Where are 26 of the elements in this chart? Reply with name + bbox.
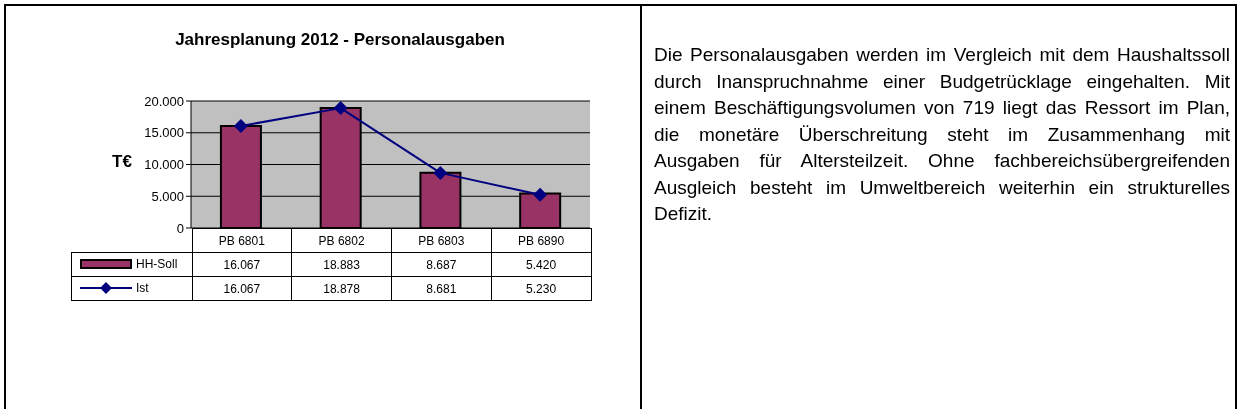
data-label: 16.067 [192, 276, 292, 301]
data-label: 8.687 [391, 252, 492, 277]
y-tick-label: 0 [176, 220, 184, 236]
text: Die Personalausgaben werden im Vergleich mit dem Haushaltssoll durch Inanspruchnahme einer Budgetrücklage eingehalten. Mit einem Beschäftigungsvolumen von 719 liegt das Ressort im Plan, die monetäre Überschreitung steht im Zusammenhang mit Ausgaben für Altersteilzeit. Ohne fachbereichsübergreifenden Ausgleich besteht im Umweltbereich weiterhin ein strukturelles Defizit. [654, 43, 1230, 226]
data-label: 5.420 [491, 252, 591, 277]
y-tick-label: 15.000 [144, 125, 184, 141]
data-label: 18.883 [291, 252, 392, 277]
data-label: 16.067 [192, 252, 292, 277]
point [533, 187, 548, 202]
y-tick-label: 20.000 [144, 93, 184, 109]
x-tick-label: PB 6801 [192, 228, 292, 253]
x-tick-label: PB 6890 [491, 228, 591, 253]
y-axis-title: T€ [112, 152, 132, 172]
legend-label: Ist [135, 280, 149, 295]
point [433, 165, 448, 180]
legend-label: HH-Soll [135, 257, 178, 271]
y-tick-label: 5.000 [151, 188, 184, 204]
y-tick-label: 10.000 [144, 157, 184, 173]
x-tick-label: PB 6802 [291, 228, 392, 253]
point [233, 118, 248, 133]
data-label: 5.230 [491, 276, 591, 301]
point [333, 101, 348, 116]
data-label: 18.878 [291, 276, 392, 301]
x-tick-label: PB 6803 [391, 228, 492, 253]
chart-title: Jahresplanung 2012 - Personalausgaben [174, 30, 506, 50]
data-label: 8.681 [391, 276, 492, 301]
